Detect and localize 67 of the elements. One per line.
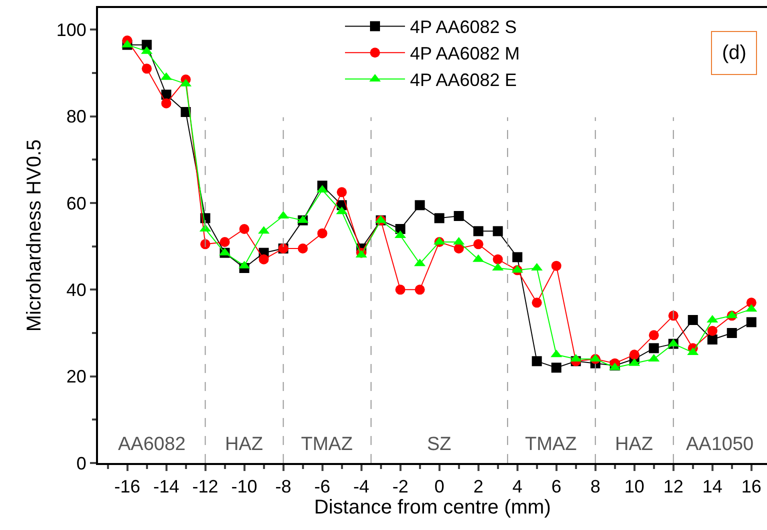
point [648,343,659,354]
point [707,334,718,344]
point [512,252,522,262]
point [258,254,269,264]
point [648,330,659,340]
y-tick-label: 80 [66,106,86,127]
point [317,228,328,238]
point [454,244,464,254]
point [220,237,230,247]
y-tick-label: 20 [66,366,86,387]
y-tick-label: 0 [76,453,86,474]
point [688,315,698,325]
point [551,362,562,373]
point [414,284,425,295]
x-tick-label: -12 [192,476,218,497]
y-tick-label: 60 [66,193,86,214]
point [473,226,484,236]
point [161,98,172,108]
x-axis-title: Distance from centre (mm) [314,496,551,519]
x-tick-label: -6 [314,476,330,497]
point [629,350,640,360]
x-tick-label: 4 [512,476,522,497]
point [239,224,250,234]
annotation: HAZ [225,434,264,455]
x-tick-label: 8 [590,476,600,497]
point [473,239,484,250]
y-tick-label: 40 [66,280,86,300]
x-tick-label: 16 [741,476,762,497]
annotation: SZ [427,434,452,455]
legend-label: 4P AA6082 E [410,70,517,90]
x-tick-label: 0 [434,476,444,497]
x-tick-label: -14 [153,476,180,497]
point [551,260,562,271]
point [492,226,503,236]
annotation: (d) [722,42,746,64]
x-tick-label: -4 [353,476,370,497]
annotation: TMAZ [525,434,578,455]
point [746,317,756,328]
annotation: AA1050 [686,434,754,455]
annotation: AA6082 [118,434,186,455]
x-tick-label: -10 [231,476,258,497]
legend-label: 4P AA6082 S [410,17,517,38]
point [532,356,542,366]
point [454,211,464,221]
x-tick-label: 2 [473,476,484,497]
point [414,200,425,210]
x-tick-label: -16 [114,476,140,497]
x-tick-label: 12 [663,476,684,497]
point [395,284,406,295]
annotation: HAZ [615,434,654,455]
x-tick-label: 6 [551,476,562,497]
point [532,298,542,308]
x-tick-label: -2 [392,476,408,497]
point [142,64,152,74]
point [726,328,737,338]
point [492,254,503,264]
point [707,326,718,336]
point [434,213,444,224]
x-tick-label: -8 [275,476,292,497]
point [336,187,347,198]
legend-label: 4P AA6082 M [410,44,520,64]
y-tick-label: 100 [56,20,86,40]
annotation: TMAZ [301,434,354,455]
y-axis-title: Microhardness HV0.5 [23,139,46,332]
x-tick-label: 14 [702,476,722,497]
x-tick-label: 10 [624,476,644,497]
point [298,244,308,254]
